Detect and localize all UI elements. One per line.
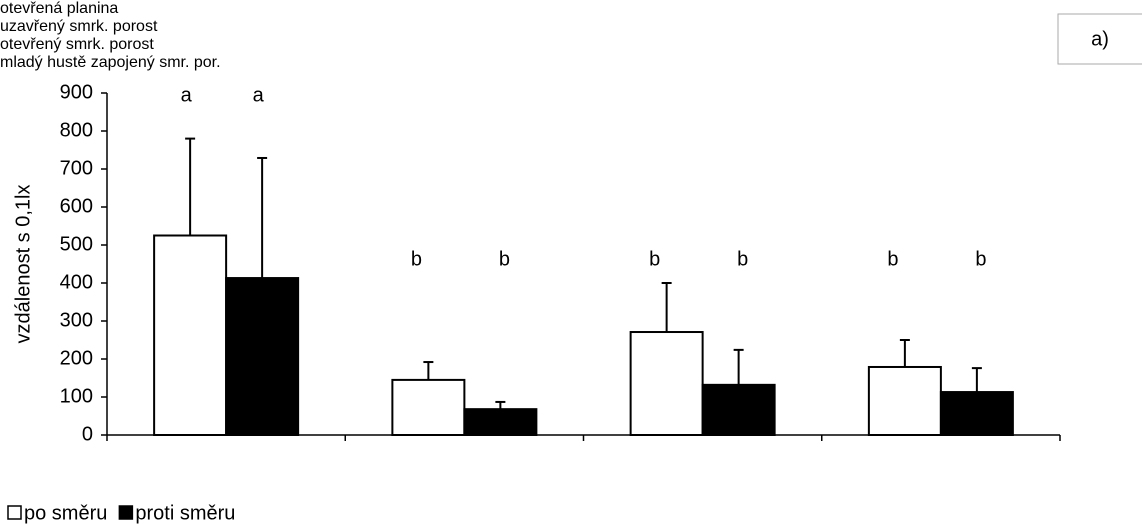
y-tick-label: 800 — [60, 119, 93, 141]
bar — [867, 365, 942, 437]
legend-label: proti směru — [135, 502, 235, 524]
annotation: a — [181, 84, 193, 106]
legend-swatch — [118, 505, 134, 520]
annotation: b — [737, 248, 748, 270]
x-tick-label: otevřená planina — [0, 0, 119, 17]
y-tick-label: 600 — [60, 195, 93, 217]
annotation: b — [887, 248, 898, 270]
annotation: a — [253, 84, 265, 106]
bar — [939, 391, 1014, 436]
y-tick-label: 200 — [60, 347, 93, 369]
bar — [153, 234, 228, 436]
bar — [391, 378, 466, 436]
x-tick-label: otevřený smrk. porost — [0, 36, 154, 53]
y-axis-label: vzdálenost s 0,1lx — [12, 185, 34, 344]
annotation: b — [649, 248, 660, 270]
bar — [701, 383, 776, 436]
y-tick-label: 300 — [60, 309, 93, 331]
y-tick-label: 100 — [60, 385, 93, 407]
y-tick-label: 500 — [60, 233, 93, 255]
bar — [463, 408, 538, 437]
panel-label: a) — [1091, 28, 1109, 50]
bar — [225, 277, 300, 436]
y-tick-label: 900 — [60, 81, 93, 103]
bar — [629, 331, 704, 436]
x-tick-label: uzavřený smrk. porost — [0, 18, 158, 35]
y-tick-label: 700 — [60, 157, 93, 179]
annotation: b — [411, 248, 422, 270]
y-tick-label: 400 — [60, 271, 93, 293]
x-tick-label: mladý hustě zapojený smr. por. — [0, 54, 221, 71]
legend-label: po směru — [24, 502, 107, 524]
annotation: b — [975, 248, 986, 270]
panel-box — [1057, 13, 1142, 65]
y-tick-label: 0 — [82, 423, 93, 445]
annotation: b — [499, 248, 510, 270]
legend-swatch — [7, 505, 22, 520]
